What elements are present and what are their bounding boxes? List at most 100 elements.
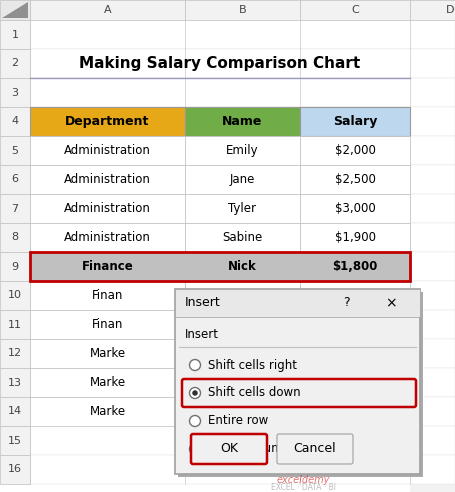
Bar bbox=[0, 136, 30, 165]
Bar bbox=[185, 339, 300, 368]
Bar bbox=[185, 0, 300, 20]
FancyBboxPatch shape bbox=[277, 434, 353, 464]
Text: Administration: Administration bbox=[64, 202, 151, 215]
Text: $1,900: $1,900 bbox=[334, 231, 375, 244]
Text: 13: 13 bbox=[8, 377, 22, 388]
Text: Finan: Finan bbox=[92, 289, 123, 302]
Bar bbox=[185, 223, 300, 252]
Text: 6: 6 bbox=[11, 175, 19, 184]
Text: $1,800: $1,800 bbox=[334, 376, 375, 389]
Text: Department: Department bbox=[66, 115, 150, 128]
Bar bbox=[30, 252, 455, 281]
Text: Jane: Jane bbox=[230, 173, 255, 186]
Bar bbox=[300, 223, 410, 252]
Circle shape bbox=[189, 416, 201, 427]
Bar bbox=[30, 194, 185, 223]
Bar bbox=[30, 0, 185, 20]
Bar bbox=[0, 20, 30, 49]
Bar bbox=[300, 397, 410, 426]
Text: OK: OK bbox=[220, 442, 238, 456]
Bar bbox=[30, 310, 455, 339]
Bar bbox=[300, 368, 410, 397]
Bar bbox=[410, 0, 455, 492]
Text: Making Salary Comparison Chart: Making Salary Comparison Chart bbox=[79, 56, 361, 71]
Text: EXCEL · DATA · BI: EXCEL · DATA · BI bbox=[271, 484, 336, 492]
Text: $3,000: $3,000 bbox=[334, 202, 375, 215]
Bar bbox=[0, 78, 30, 107]
Bar bbox=[300, 136, 410, 165]
Text: $2,000: $2,000 bbox=[334, 144, 375, 157]
Text: 11: 11 bbox=[8, 319, 22, 330]
Bar bbox=[30, 397, 185, 426]
Bar bbox=[30, 78, 455, 107]
Bar bbox=[30, 194, 455, 223]
Text: 12: 12 bbox=[8, 348, 22, 359]
Text: 3: 3 bbox=[11, 88, 19, 97]
Bar bbox=[30, 339, 185, 368]
Text: Insert: Insert bbox=[185, 297, 221, 309]
Text: Entire row: Entire row bbox=[208, 414, 268, 428]
Bar bbox=[30, 107, 455, 136]
Bar bbox=[185, 194, 300, 223]
Bar bbox=[30, 136, 455, 165]
Bar bbox=[0, 194, 30, 223]
Text: B: B bbox=[239, 5, 246, 15]
Bar bbox=[0, 339, 30, 368]
Bar bbox=[30, 426, 455, 455]
Text: 16: 16 bbox=[8, 464, 22, 474]
FancyBboxPatch shape bbox=[191, 434, 267, 464]
Bar bbox=[30, 368, 185, 397]
Text: Marke: Marke bbox=[90, 347, 126, 360]
Text: Cancel: Cancel bbox=[293, 442, 336, 456]
Text: 14: 14 bbox=[8, 406, 22, 417]
Bar bbox=[0, 107, 30, 136]
Polygon shape bbox=[2, 2, 28, 18]
Bar bbox=[0, 0, 30, 20]
Bar bbox=[178, 292, 423, 477]
Bar bbox=[0, 397, 30, 426]
Bar bbox=[185, 136, 300, 165]
Bar bbox=[300, 281, 410, 310]
Text: Nick: Nick bbox=[228, 260, 257, 273]
Text: C: C bbox=[351, 5, 359, 15]
Text: $2,500: $2,500 bbox=[334, 173, 375, 186]
Text: 1: 1 bbox=[11, 30, 19, 39]
Text: Marke: Marke bbox=[90, 405, 126, 418]
Bar bbox=[30, 281, 455, 310]
Text: Finance: Finance bbox=[81, 260, 133, 273]
Bar bbox=[300, 252, 410, 281]
Bar bbox=[30, 136, 185, 165]
Circle shape bbox=[192, 390, 198, 396]
Text: Name: Name bbox=[222, 115, 263, 128]
Text: ?: ? bbox=[343, 297, 350, 309]
Text: 2: 2 bbox=[11, 59, 19, 68]
Bar bbox=[185, 281, 300, 310]
Bar bbox=[30, 281, 185, 310]
Bar bbox=[300, 0, 410, 20]
Bar bbox=[300, 339, 410, 368]
Bar bbox=[30, 223, 185, 252]
Text: exceldemy: exceldemy bbox=[277, 475, 330, 485]
Text: Marke: Marke bbox=[90, 376, 126, 389]
Bar bbox=[185, 368, 300, 397]
Bar bbox=[0, 49, 30, 78]
Bar bbox=[0, 0, 455, 20]
Bar bbox=[185, 310, 300, 339]
Bar bbox=[0, 310, 30, 339]
Bar bbox=[30, 368, 455, 397]
Text: 4: 4 bbox=[11, 117, 19, 126]
Text: Emily: Emily bbox=[226, 144, 259, 157]
Text: A: A bbox=[104, 5, 111, 15]
Text: 5: 5 bbox=[11, 146, 19, 155]
Bar bbox=[300, 107, 410, 136]
Text: 10: 10 bbox=[8, 290, 22, 301]
Bar bbox=[30, 107, 185, 136]
Bar bbox=[30, 49, 455, 78]
Text: Salary: Salary bbox=[333, 115, 377, 128]
Text: Administration: Administration bbox=[64, 231, 151, 244]
Text: $1,800: $1,800 bbox=[332, 260, 378, 273]
Circle shape bbox=[189, 443, 201, 455]
Text: D: D bbox=[446, 5, 454, 15]
Bar bbox=[0, 368, 30, 397]
Bar bbox=[175, 289, 420, 317]
